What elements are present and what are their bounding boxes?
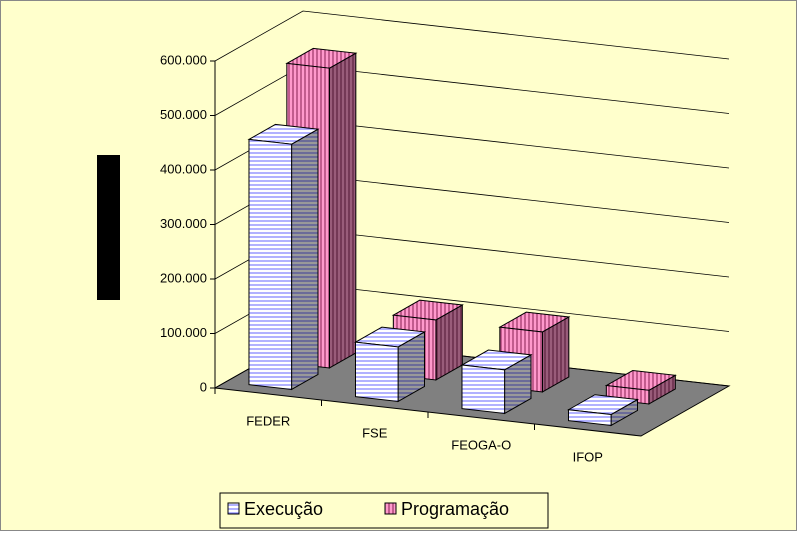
bar-side [291,128,319,391]
x-tick-label: FEDER [246,413,290,428]
legend [219,492,549,529]
y-tick-label: 100.000 [160,325,207,340]
y-tick-label: 200.000 [160,270,207,285]
legend-label: Programação [401,499,509,519]
y-tick-label: 500.000 [160,107,207,122]
y-tick-label: 0 [200,379,207,394]
x-tick-label: FSE [362,425,388,440]
legend-swatch [384,502,397,515]
legend-label: Execução [244,499,323,519]
y-tick-label: 300.000 [160,216,207,231]
bar [461,364,506,414]
grid-line [214,10,730,62]
legend-swatch [227,502,240,515]
x-tick-label: IFOP [573,449,603,464]
bar [354,341,399,402]
y-tick-label: 600.000 [160,52,207,67]
x-tick-label: FEOGA-O [451,437,511,452]
bar [248,138,293,390]
y-tick-label: 400.000 [160,161,207,176]
bar [567,409,612,426]
bar-side [328,52,357,369]
axis-title-box [97,155,120,300]
